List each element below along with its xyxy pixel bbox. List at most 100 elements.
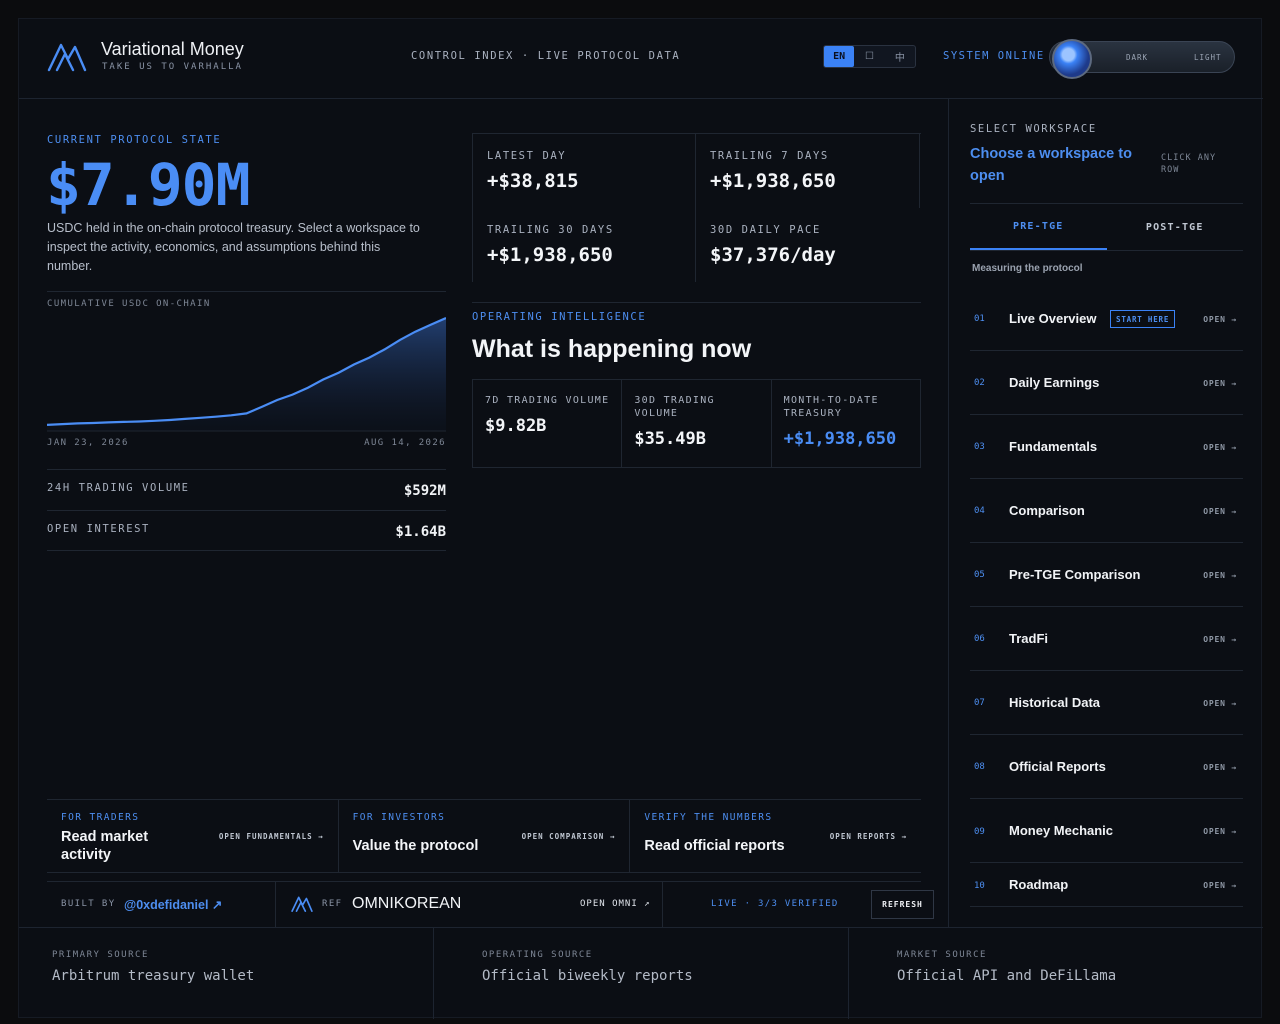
- section-label: Measuring the protocol: [972, 263, 1083, 274]
- intel-divider: [472, 302, 921, 303]
- stat-value: $37,376/day: [710, 244, 836, 266]
- vol-value: $35.49B: [634, 429, 706, 449]
- row-name: TradFi: [1009, 631, 1049, 646]
- row-open-link[interactable]: OPEN →: [1203, 881, 1237, 890]
- workspace-row-roadmap[interactable]: 10 Roadmap OPEN →: [970, 863, 1243, 907]
- row-number: 10: [974, 881, 985, 891]
- metric-label: OPEN INTEREST: [47, 523, 150, 535]
- row-open-link[interactable]: OPEN →: [1203, 763, 1237, 772]
- row-open-link[interactable]: OPEN →: [1203, 507, 1237, 516]
- vol-30d: 30D TRADING VOLUME $35.49B: [622, 380, 772, 467]
- row-open-link[interactable]: OPEN →: [1203, 635, 1237, 644]
- row-name: Historical Data: [1009, 695, 1101, 710]
- stat-label: TRAILING 30 DAYS: [487, 224, 614, 236]
- theme-toggle[interactable]: DARK LIGHT: [1049, 39, 1235, 79]
- row-name: Roadmap: [1009, 877, 1069, 892]
- lang-zh-button[interactable]: 中: [894, 53, 905, 64]
- row-number: 01: [974, 314, 985, 324]
- stat-value: +$38,815: [487, 170, 579, 192]
- row-name: Daily Earnings: [1009, 375, 1100, 390]
- card-investors[interactable]: FOR INVESTORS Value the protocol OPEN CO…: [339, 800, 631, 872]
- chart-plot: [47, 316, 446, 432]
- workspace-sidebar: SELECT WORKSPACE Choose a workspace to o…: [948, 99, 1263, 927]
- refresh-button[interactable]: REFRESH: [871, 890, 934, 919]
- brand-tagline: TAKE US TO VARHALLA: [102, 62, 243, 72]
- row-name: Live Overview: [1009, 311, 1097, 326]
- ref-value: OMNIKOREAN: [352, 895, 462, 912]
- toggle-knob[interactable]: [1052, 39, 1092, 79]
- workspace-title: Choose a workspace to open: [970, 146, 1132, 184]
- vol-value: +$1,938,650: [783, 429, 897, 449]
- card-title: Value the protocol: [352, 838, 479, 854]
- row-open-link[interactable]: OPEN →: [1203, 571, 1237, 580]
- stat-label: LATEST DAY: [487, 150, 567, 162]
- metric-open-interest: OPEN INTEREST $1.64B: [47, 510, 446, 551]
- row-name: Comparison: [1009, 503, 1085, 518]
- start-here-badge: START HERE: [1110, 310, 1176, 328]
- vol-label: 7D TRADING VOLUME: [485, 395, 610, 406]
- built-by-handle-link[interactable]: @0xdefidaniel ↗: [124, 898, 223, 912]
- workspace-row-money-mechanic[interactable]: 09 Money Mechanic OPEN →: [970, 799, 1243, 863]
- open-comparison-link[interactable]: OPEN COMPARISON →: [521, 832, 616, 841]
- open-omni-link[interactable]: OPEN OMNI ↗: [580, 899, 651, 909]
- lang-box-button[interactable]: ☐: [865, 51, 874, 62]
- treasury-value: $7.90M: [46, 151, 251, 219]
- open-fundamentals-link[interactable]: OPEN FUNDAMENTALS →: [218, 832, 324, 841]
- row-open-link[interactable]: OPEN →: [1203, 315, 1237, 324]
- chart-x-end: AUG 14, 2026: [364, 438, 446, 448]
- metric-24h-volume: 24H TRADING VOLUME $592M: [47, 469, 446, 510]
- stat-latest-day: LATEST DAY +$38,815: [472, 134, 696, 208]
- card-traders[interactable]: FOR TRADERS Read market activity OPEN FU…: [47, 800, 339, 872]
- row-name: Pre-TGE Comparison: [1009, 567, 1141, 582]
- vol-mtd-treasury: MONTH-TO-DATE TREASURY +$1,938,650: [772, 380, 920, 467]
- stat-trailing-7: TRAILING 7 DAYS +$1,938,650: [696, 134, 920, 208]
- stat-value: +$1,938,650: [487, 244, 613, 266]
- ref-section: REF OMNIKOREAN OPEN OMNI ↗: [276, 882, 663, 928]
- lang-en-button[interactable]: EN: [824, 46, 855, 67]
- row-open-link[interactable]: OPEN →: [1203, 379, 1237, 388]
- stat-value: +$1,938,650: [710, 170, 836, 192]
- treasury-stats: LATEST DAY +$38,815 TRAILING 7 DAYS +$1,…: [472, 133, 921, 282]
- hero-eyebrow: CURRENT PROTOCOL STATE: [47, 134, 222, 146]
- chart-line: [47, 316, 446, 426]
- workspace-eyebrow: SELECT WORKSPACE: [970, 123, 1097, 135]
- workspace-row-fundamentals[interactable]: 03 Fundamentals OPEN →: [970, 415, 1243, 479]
- source-operating: OPERATING SOURCE Official biweekly repor…: [434, 928, 849, 1019]
- workspace-row-comparison[interactable]: 04 Comparison OPEN →: [970, 479, 1243, 543]
- row-open-link[interactable]: OPEN →: [1203, 699, 1237, 708]
- stat-trailing-30: TRAILING 30 DAYS +$1,938,650: [472, 208, 696, 282]
- row-number: 05: [974, 570, 985, 580]
- brand-name: Variational Money: [101, 39, 244, 59]
- source-primary: PRIMARY SOURCE Arbitrum treasury wallet: [19, 928, 434, 1019]
- row-open-link[interactable]: OPEN →: [1203, 827, 1237, 836]
- row-number: 09: [974, 827, 985, 837]
- row-number: 06: [974, 634, 985, 644]
- workspace-row-pre-tge-comparison[interactable]: 05 Pre-TGE Comparison OPEN →: [970, 543, 1243, 607]
- intel-title: What is happening now: [472, 335, 752, 363]
- workspace-row-tradfi[interactable]: 06 TradFi OPEN →: [970, 607, 1243, 671]
- vol-7d: 7D TRADING VOLUME $9.82B: [473, 380, 623, 467]
- card-verify[interactable]: VERIFY THE NUMBERS Read official reports…: [630, 800, 921, 872]
- stat-label: TRAILING 7 DAYS: [710, 150, 829, 162]
- workspace-row-live-overview[interactable]: 01 Live Overview START HERE OPEN →: [970, 287, 1243, 351]
- stat-label: 30D DAILY PACE: [710, 224, 821, 236]
- tab-pre-tge[interactable]: PRE-TGE: [970, 204, 1107, 250]
- workspace-row-official-reports[interactable]: 08 Official Reports OPEN →: [970, 735, 1243, 799]
- open-reports-link[interactable]: OPEN REPORTS →: [829, 832, 908, 841]
- source-value: Arbitrum treasury wallet: [52, 968, 255, 984]
- built-by-section: BUILT BY @0xdefidaniel ↗: [47, 882, 276, 928]
- metric-label: 24H TRADING VOLUME: [47, 482, 190, 494]
- chart-x-start: JAN 23, 2026: [47, 438, 129, 448]
- row-open-link[interactable]: OPEN →: [1203, 443, 1237, 452]
- card-eyebrow: VERIFY THE NUMBERS: [644, 812, 773, 823]
- tab-post-tge[interactable]: POST-TGE: [1145, 221, 1204, 233]
- row-name: Official Reports: [1009, 759, 1106, 774]
- stat-daily-pace: 30D DAILY PACE $37,376/day: [696, 208, 920, 282]
- built-by-label: BUILT BY: [61, 899, 116, 909]
- workspace-row-daily-earnings[interactable]: 02 Daily Earnings OPEN →: [970, 351, 1243, 415]
- source-value: Official API and DeFiLlama: [897, 968, 1117, 984]
- cumulative-chart: CUMULATIVE USDC ON-CHAIN JAN 23, 2026 AU…: [47, 291, 446, 459]
- row-number: 03: [974, 442, 985, 452]
- workspace-row-historical-data[interactable]: 07 Historical Data OPEN →: [970, 671, 1243, 735]
- app-frame: Variational Money TAKE US TO VARHALLA CO…: [18, 18, 1263, 1019]
